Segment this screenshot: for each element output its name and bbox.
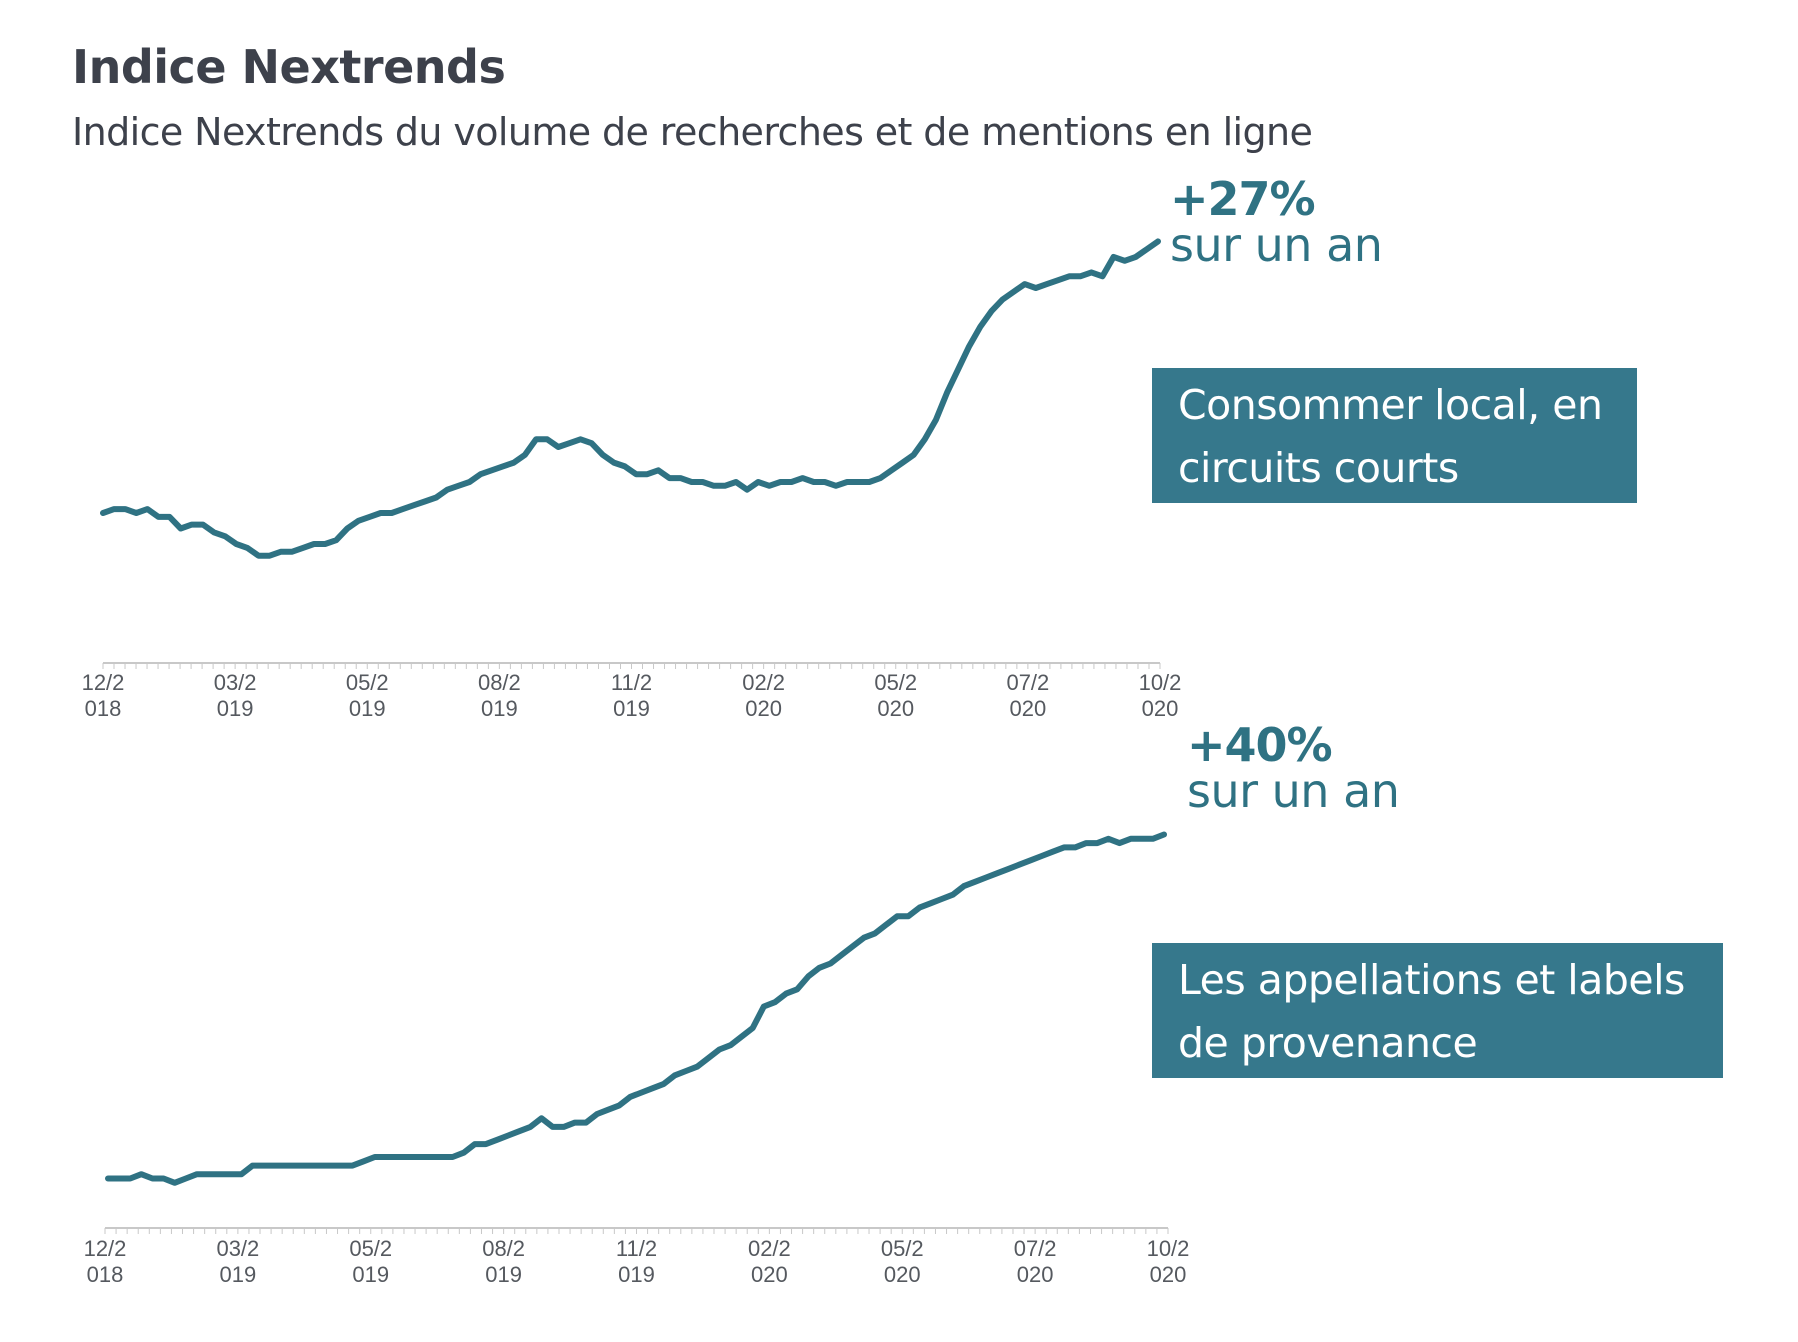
x-tick-label: 020 xyxy=(1017,1262,1054,1287)
growth-value: +40% xyxy=(1187,718,1333,772)
x-tick-label: 02/2 xyxy=(742,670,785,695)
series-label-box-2: Les appellations et labels de provenance xyxy=(1152,943,1723,1078)
series-line xyxy=(105,831,1167,1186)
x-tick-label: 07/2 xyxy=(1014,1236,1057,1261)
x-tick-label: 020 xyxy=(751,1262,788,1287)
chart-consommer-local: 12/201803/201905/201908/201911/201902/20… xyxy=(82,238,1182,721)
x-tick-label: 05/2 xyxy=(881,1236,924,1261)
x-tick-label: 03/2 xyxy=(214,670,257,695)
growth-period: sur un an xyxy=(1187,764,1400,818)
x-tick-label: 019 xyxy=(618,1262,655,1287)
growth-value: +27% xyxy=(1170,172,1316,226)
x-tick-label: 020 xyxy=(745,696,782,721)
series-label: Les appellations et labels de provenance xyxy=(1178,956,1685,1067)
growth-annotation-1: +27% sur un an xyxy=(1170,172,1383,272)
x-tick-label: 03/2 xyxy=(216,1236,259,1261)
x-tick-label: 05/2 xyxy=(349,1236,392,1261)
x-tick-label: 020 xyxy=(1010,696,1047,721)
x-tick-label: 10/2 xyxy=(1139,670,1182,695)
x-tick-label: 019 xyxy=(220,1262,257,1287)
page-subtitle: Indice Nextrends du volume de recherches… xyxy=(72,110,1313,154)
x-tick-label: 08/2 xyxy=(478,670,521,695)
x-tick-label: 018 xyxy=(85,696,122,721)
growth-period: sur un an xyxy=(1170,218,1383,272)
x-tick-label: 11/2 xyxy=(611,670,652,695)
x-tick-label: 12/2 xyxy=(84,1236,127,1261)
x-tick-label: 019 xyxy=(217,696,254,721)
x-tick-label: 018 xyxy=(87,1262,124,1287)
growth-annotation-2: +40% sur un an xyxy=(1187,718,1400,818)
chart-appellations-labels: 12/201803/201905/201908/201911/201902/20… xyxy=(84,831,1190,1287)
x-tick-label: 019 xyxy=(485,1262,522,1287)
x-tick-label: 019 xyxy=(481,696,518,721)
series-label: Consommer local, en circuits courts xyxy=(1178,381,1603,492)
x-tick-label: 07/2 xyxy=(1006,670,1049,695)
x-tick-label: 019 xyxy=(352,1262,389,1287)
x-tick-label: 11/2 xyxy=(616,1236,657,1261)
series-line xyxy=(100,238,1161,559)
x-tick-label: 08/2 xyxy=(482,1236,525,1261)
x-tick-label: 05/2 xyxy=(874,670,917,695)
x-tick-label: 05/2 xyxy=(346,670,389,695)
series-label-box-1: Consommer local, en circuits courts xyxy=(1152,368,1637,503)
x-tick-label: 10/2 xyxy=(1147,1236,1190,1261)
x-tick-label: 019 xyxy=(349,696,386,721)
x-tick-label: 020 xyxy=(884,1262,921,1287)
x-tick-label: 020 xyxy=(877,696,914,721)
x-tick-label: 019 xyxy=(613,696,650,721)
x-tick-label: 12/2 xyxy=(82,670,125,695)
page-title: Indice Nextrends xyxy=(72,40,506,94)
x-tick-label: 020 xyxy=(1150,1262,1187,1287)
x-tick-label: 02/2 xyxy=(748,1236,791,1261)
x-tick-label: 020 xyxy=(1142,696,1179,721)
